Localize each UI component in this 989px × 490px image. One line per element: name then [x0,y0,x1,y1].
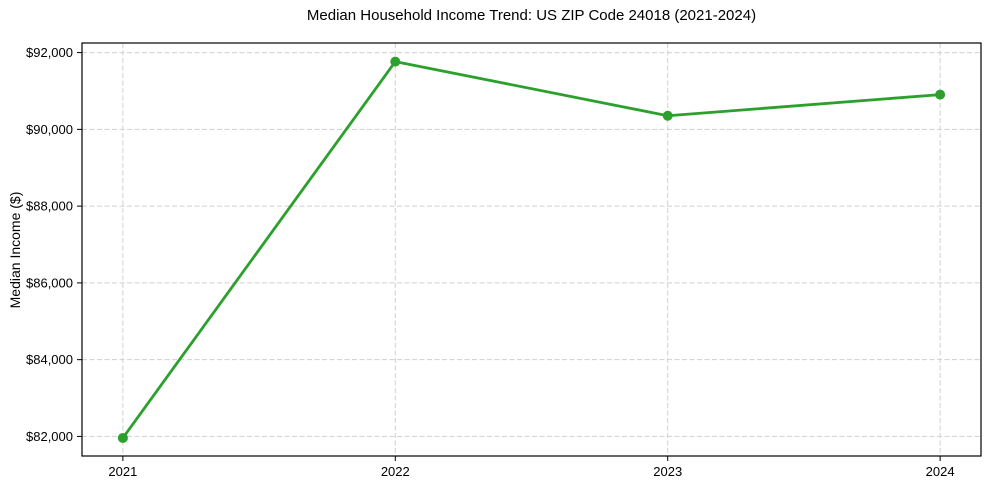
x-tick-label: 2022 [381,464,410,479]
trend-line [121,60,942,440]
y-tick-label: $86,000 [26,275,73,290]
y-tick-label: $90,000 [26,122,73,137]
data-point-marker [935,89,946,100]
chart-title: Median Household Income Trend: US ZIP Co… [306,7,757,24]
y-tick-label: $92,000 [26,45,73,60]
plot-border [81,42,982,457]
x-tick-label: 2021 [108,464,137,479]
x-tick-label: 2024 [926,464,955,479]
y-tick-label: $88,000 [26,199,73,214]
data-point-marker [662,110,673,121]
x-tick-label: 2023 [653,464,682,479]
y-tick-label: $84,000 [26,352,73,367]
data-point-marker [390,56,401,67]
y-tick-label: $82,000 [26,429,73,444]
data-point-marker [117,432,128,443]
